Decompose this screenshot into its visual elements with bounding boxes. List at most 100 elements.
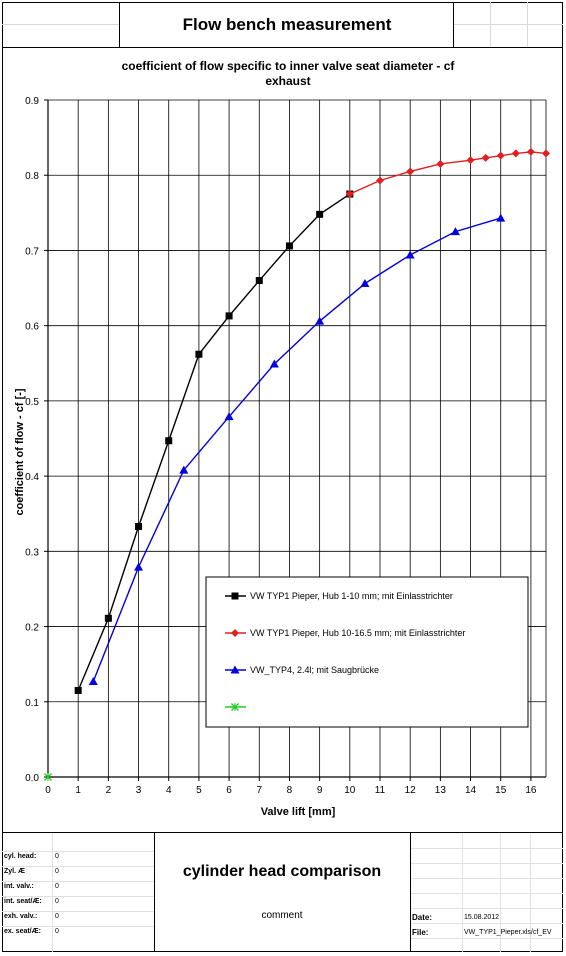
x-tick-label: 10	[344, 785, 356, 796]
data-point	[135, 523, 143, 531]
data-point	[450, 227, 460, 236]
x-tick-label: 2	[106, 785, 112, 796]
info-value: 0	[55, 883, 59, 890]
y-tick-label: 0.9	[25, 96, 39, 107]
data-point	[165, 437, 173, 445]
x-tick-label: 16	[525, 785, 537, 796]
y-tick-label: 0.1	[25, 698, 39, 709]
series-1	[345, 147, 550, 199]
legend-swatch-marker	[231, 592, 239, 600]
data-point	[496, 213, 506, 222]
sheet-footer: cyl. head: 0 Zyl. Æ 0 int. valv.: 0 int. seat/…	[2, 832, 563, 952]
x-tick-label: 14	[465, 785, 477, 796]
data-point	[269, 359, 279, 368]
series-line	[92, 217, 501, 682]
y-tick-label: 0.7	[25, 246, 39, 257]
y-tick-label: 0.5	[25, 397, 39, 408]
data-point	[405, 250, 415, 259]
x-tick-label: 4	[166, 785, 172, 796]
data-point	[315, 316, 325, 325]
chart-axes: 0 1 2 3 4 5 6 7 8 9 10 11 12 13 14 15 160.00.10.20.30.40…	[25, 96, 546, 796]
info-value: 0	[55, 868, 59, 875]
data-point	[511, 149, 520, 158]
data-point	[285, 242, 293, 250]
y-tick-label: 0.0	[25, 773, 39, 784]
info-value: 0	[55, 928, 59, 935]
legend-swatch-marker	[231, 703, 239, 711]
x-tick-label: 9	[317, 785, 323, 796]
y-tick-label: 0.2	[25, 623, 39, 634]
legend-swatch-marker	[231, 629, 239, 637]
data-point	[255, 277, 263, 285]
info-label: Zyl. Æ	[4, 868, 26, 875]
x-axis-label: Valve lift [mm]	[261, 806, 336, 818]
series-2	[88, 213, 506, 685]
series-line	[349, 151, 547, 195]
header-right-cell	[453, 2, 563, 47]
x-tick-label: 0	[45, 785, 51, 796]
header-logo-cell	[2, 2, 120, 47]
chart-title: coefficient of flow specific to inner va…	[122, 59, 456, 73]
chart-series	[44, 147, 550, 781]
data-point	[526, 147, 535, 156]
y-tick-label: 0.4	[25, 472, 39, 483]
legend-box	[205, 576, 529, 728]
data-point	[496, 151, 505, 160]
series-0	[74, 190, 354, 694]
info-label: int. valv.:	[4, 883, 34, 890]
data-point	[406, 167, 415, 176]
info-label: ex. seat/Æ:	[4, 928, 41, 935]
y-tick-label: 0.3	[25, 547, 39, 558]
data-point	[224, 412, 234, 421]
date-label: Date:	[412, 913, 433, 922]
data-point	[481, 153, 490, 162]
x-tick-label: 6	[226, 785, 232, 796]
info-value: 0	[55, 913, 59, 920]
data-point	[179, 465, 189, 474]
x-tick-label: 5	[196, 785, 202, 796]
page-title: Flow bench measurement	[182, 15, 392, 34]
flow-chart: 0 1 2 3 4 5 6 7 8 9 10 11 12 13 14 15 160.00.10.20.30.40…	[14, 59, 550, 818]
data-point	[436, 159, 445, 168]
data-point	[376, 176, 384, 185]
data-point	[345, 190, 354, 199]
series-3	[44, 773, 52, 781]
data-point	[316, 210, 324, 218]
data-point	[195, 350, 203, 358]
y-tick-label: 0.6	[25, 322, 39, 333]
file-label: File:	[412, 928, 429, 937]
data-point	[466, 156, 475, 165]
data-point	[104, 614, 112, 622]
y-tick-label: 0.8	[25, 171, 39, 182]
info-label: int. seat/Æ:	[4, 898, 42, 905]
file-value: VW_TYP1_Pieper.xls/cf_EV	[464, 929, 552, 936]
info-label: exh. valv.:	[4, 913, 38, 920]
chart-subtitle: exhaust	[265, 74, 310, 88]
date-value: 15.08.2012	[464, 914, 500, 921]
sheet-header: Flow bench measurement	[2, 2, 563, 48]
data-point	[542, 149, 550, 158]
info-value: 0	[55, 853, 59, 860]
data-point	[44, 773, 52, 781]
x-tick-label: 8	[287, 785, 293, 796]
legend-entry-label: VW TYP1 Pieper, Hub 10-16.5 mm; mit Einl…	[250, 628, 465, 638]
x-tick-label: 11	[375, 785, 386, 796]
data-point	[74, 686, 82, 694]
comment-label: comment	[261, 910, 303, 921]
chart-legend: VW TYP1 Pieper, Hub 1-10 mm; mit Einlass…	[205, 576, 529, 728]
x-tick-label: 15	[495, 785, 507, 796]
legend-entry-label: VW TYP1 Pieper, Hub 1-10 mm; mit Einlass…	[250, 591, 453, 601]
data-point	[88, 676, 98, 685]
data-point	[225, 312, 233, 320]
data-point	[134, 562, 144, 571]
y-axis-label: coefficient of flow - cf [-]	[14, 388, 26, 515]
legend-swatch-marker	[230, 665, 240, 674]
legend-entry-label: VW_TYP4, 2.4l; mit Saugbrücke	[250, 665, 379, 675]
x-tick-label: 1	[75, 785, 81, 796]
x-tick-label: 13	[435, 785, 447, 796]
info-value: 0	[55, 898, 59, 905]
comparison-title: cylinder head comparison	[182, 863, 382, 880]
data-point	[360, 279, 370, 288]
x-tick-label: 7	[256, 785, 262, 796]
